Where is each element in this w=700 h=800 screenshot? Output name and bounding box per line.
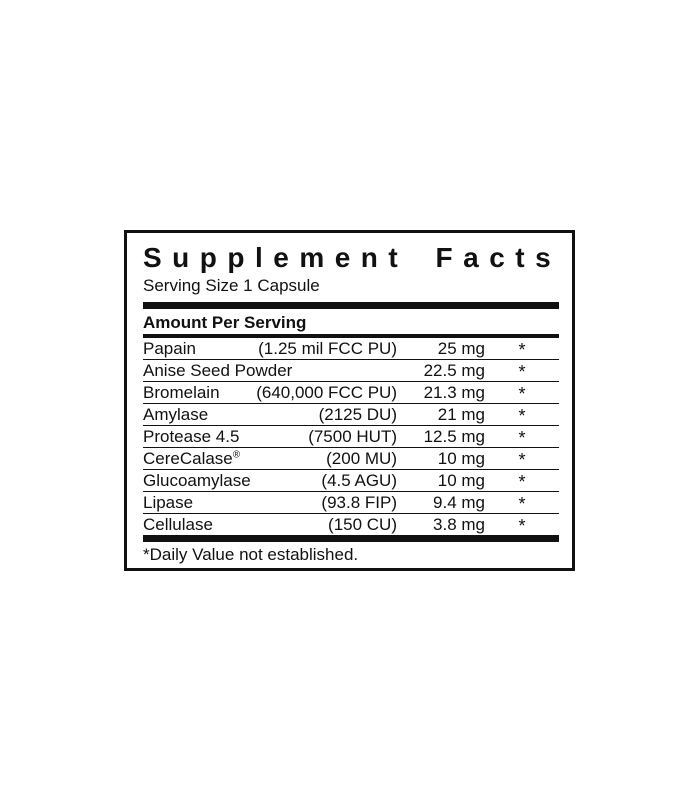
ingredient-amount: 9.4 mg xyxy=(433,493,485,512)
daily-value-asterisk: * xyxy=(518,516,526,536)
serving-size: Serving Size 1 Capsule xyxy=(143,276,320,295)
supplement-facts-panel: Supplement Facts Serving Size 1 Capsule … xyxy=(124,230,575,571)
ingredient-name: Anise Seed Powder xyxy=(143,360,292,381)
daily-value-asterisk: * xyxy=(518,450,526,470)
ingredient-amount: 3.8 mg xyxy=(433,515,485,534)
registered-trademark-mark: ® xyxy=(232,449,241,461)
ingredient-name: Protease 4.5 xyxy=(143,426,239,447)
ingredient-name: CereCalase® xyxy=(143,448,240,469)
table-row: CereCalase® (200 MU) 10 mg * xyxy=(143,448,559,470)
ingredient-name-text: Cellulase xyxy=(143,515,213,534)
ingredient-name-text: Protease 4.5 xyxy=(143,427,240,446)
ingredient-name-text: Glucoamylase xyxy=(143,471,251,490)
ingredient-name-text: CereCalase xyxy=(143,449,233,468)
daily-value-footnote: *Daily Value not established. xyxy=(143,545,359,564)
daily-value-asterisk: * xyxy=(518,494,526,514)
divider-medium xyxy=(143,334,559,338)
ingredient-activity: (640,000 FCC PU) xyxy=(256,383,397,402)
ingredient-amount: 22.5 mg xyxy=(423,361,485,380)
table-row: Amylase (2125 DU) 21 mg * xyxy=(143,404,559,426)
ingredient-name-text: Lipase xyxy=(143,493,194,512)
ingredient-name-text: Amylase xyxy=(143,405,209,424)
panel-title: Supplement Facts xyxy=(143,242,562,273)
table-row: Glucoamylase (4.5 AGU) 10 mg * xyxy=(143,470,559,492)
ingredient-amount: 12.5 mg xyxy=(423,427,485,446)
ingredient-activity: (4.5 AGU) xyxy=(321,471,397,490)
ingredient-name: Glucoamylase xyxy=(143,470,251,491)
ingredient-amount: 10 mg xyxy=(437,449,485,468)
daily-value-asterisk: * xyxy=(518,340,526,360)
ingredient-name: Bromelain xyxy=(143,382,220,403)
ingredient-activity: (2125 DU) xyxy=(318,405,397,424)
ingredient-activity: (1.25 mil FCC PU) xyxy=(258,339,397,358)
ingredient-activity: (7500 HUT) xyxy=(308,427,397,446)
divider-thick-top xyxy=(143,302,559,309)
ingredient-activity: (200 MU) xyxy=(326,449,397,468)
ingredient-amount: 25 mg xyxy=(437,339,485,358)
ingredient-activity: (150 CU) xyxy=(328,515,397,534)
ingredient-name-text: Anise Seed Powder xyxy=(143,361,293,380)
daily-value-asterisk: * xyxy=(518,384,526,404)
daily-value-asterisk: * xyxy=(518,406,526,426)
daily-value-asterisk: * xyxy=(518,428,526,448)
ingredient-name: Papain xyxy=(143,338,196,359)
ingredient-name-text: Papain xyxy=(143,339,196,358)
table-row: Bromelain (640,000 FCC PU) 21.3 mg * xyxy=(143,382,559,404)
ingredient-table: Papain (1.25 mil FCC PU) 25 mg * Anise S… xyxy=(143,338,559,536)
table-row: Protease 4.5 (7500 HUT) 12.5 mg * xyxy=(143,426,559,448)
ingredient-name: Cellulase xyxy=(143,514,213,535)
ingredient-name-text: Bromelain xyxy=(143,383,220,402)
table-row: Cellulase (150 CU) 3.8 mg * xyxy=(143,514,559,536)
table-row: Papain (1.25 mil FCC PU) 25 mg * xyxy=(143,338,559,360)
daily-value-asterisk: * xyxy=(518,472,526,492)
daily-value-asterisk: * xyxy=(518,362,526,382)
table-row: Anise Seed Powder 22.5 mg * xyxy=(143,360,559,382)
ingredient-amount: 21.3 mg xyxy=(423,383,485,402)
ingredient-name: Lipase xyxy=(143,492,193,513)
ingredient-amount: 10 mg xyxy=(437,471,485,490)
ingredient-name: Amylase xyxy=(143,404,208,425)
ingredient-amount: 21 mg xyxy=(437,405,485,424)
amount-per-serving-heading: Amount Per Serving xyxy=(143,313,307,332)
table-row: Lipase (93.8 FIP) 9.4 mg * xyxy=(143,492,559,514)
divider-thick-bottom xyxy=(143,535,559,542)
ingredient-activity: (93.8 FIP) xyxy=(321,493,397,512)
